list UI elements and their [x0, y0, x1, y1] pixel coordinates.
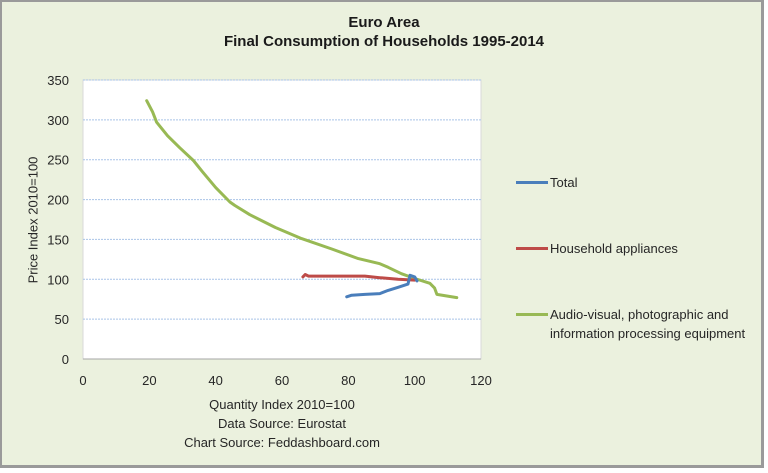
y-tick-label: 150 [47, 232, 69, 247]
x-tick-label: 100 [404, 373, 426, 388]
chart-source-note: Chart Source: Feddashboard.com [184, 435, 380, 450]
y-tick-label: 0 [62, 352, 69, 367]
y-axis-ticks: 0 50 100 150 200 250 300 350 [47, 73, 69, 367]
x-axis-label: Quantity Index 2010=100 [209, 397, 355, 412]
y-tick-label: 250 [47, 153, 69, 168]
legend-swatch-audio-visual [516, 313, 548, 316]
chart-title: Euro Area [348, 14, 420, 31]
x-tick-label: 120 [470, 373, 492, 388]
legend-label: Total [550, 175, 578, 190]
y-tick-label: 50 [55, 312, 69, 327]
x-axis-ticks: 0 20 40 60 80 100 120 [79, 373, 491, 388]
legend-label: Audio-visual, photographic and informati… [550, 307, 746, 341]
series-line-total [345, 273, 419, 299]
y-tick-label: 200 [47, 193, 69, 208]
y-tick-label: 100 [47, 272, 69, 287]
data-source-note: Data Source: Eurostat [218, 416, 346, 431]
y-tick-label: 300 [47, 113, 69, 128]
y-tick-label: 350 [47, 73, 69, 88]
legend-swatch-household-appliances [516, 247, 548, 250]
legend-label: Household appliances [550, 241, 678, 256]
x-tick-label: 20 [142, 373, 156, 388]
x-tick-label: 60 [275, 373, 289, 388]
x-tick-label: 0 [79, 373, 86, 388]
x-tick-label: 80 [341, 373, 355, 388]
plot-area [82, 79, 482, 360]
x-tick-label: 40 [208, 373, 222, 388]
series-line-household-appliances [301, 273, 417, 282]
plot-background [82, 79, 482, 360]
series-line-audio-visual [145, 99, 459, 300]
legend-swatch-total [516, 181, 548, 184]
series-group [145, 99, 459, 300]
chart-subtitle: Final Consumption of Households 1995-201… [223, 33, 545, 50]
